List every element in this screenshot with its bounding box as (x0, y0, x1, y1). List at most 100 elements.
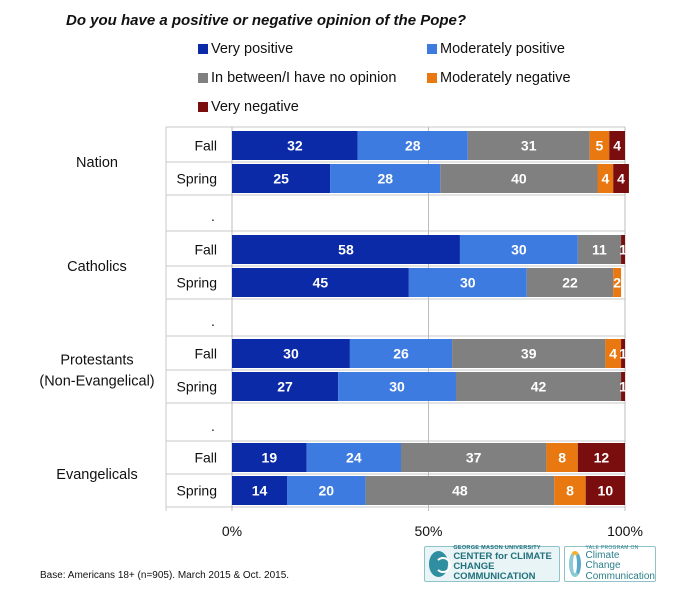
bar-value-label: 4 (617, 171, 625, 187)
group-label-line: Evangelicals (56, 467, 137, 483)
group-label-line: Protestants (60, 353, 133, 369)
group-label: Nation (76, 155, 118, 171)
bar-segment (597, 164, 614, 193)
group-label: Protestants (Non-Evangelical) (39, 353, 154, 390)
bar-segment (232, 443, 307, 472)
group-label: Evangelicals (56, 467, 137, 483)
bar-value-label: 4 (609, 346, 617, 362)
legend-label: Moderately positive (440, 41, 565, 57)
bar-value-label: 48 (452, 483, 468, 499)
bar-segment (232, 268, 409, 297)
x-tick-label: 0% (222, 523, 242, 539)
bar-segment (526, 268, 614, 297)
legend-label: Very positive (211, 41, 294, 57)
bar-segment (232, 164, 331, 193)
legend-item: Moderately positive (427, 41, 565, 57)
gmu-logo-line2: CENTER for CLIMATE CHANGE (453, 550, 552, 572)
bar-value-label: 4 (601, 171, 609, 187)
bar-segment (613, 268, 622, 297)
bar-segment (232, 339, 350, 368)
bar-segment (408, 268, 527, 297)
group-label: Catholics (67, 259, 127, 275)
gmu-logo-line1: GEORGE MASON UNIVERSITY (453, 545, 541, 552)
bar-segment (577, 235, 622, 264)
bar-value-label: 30 (511, 242, 527, 258)
bar-segment (232, 235, 460, 264)
bar-value-label: 20 (319, 483, 335, 499)
bar-value-label: 1 (619, 346, 627, 362)
yale-emblem-icon (569, 551, 581, 577)
bar-row-label: Spring (177, 379, 217, 395)
bar-value-label: 32 (287, 138, 303, 154)
bar-value-label: 2 (613, 275, 621, 291)
x-tick-label: 100% (607, 523, 643, 539)
bar-segment (621, 235, 625, 264)
bar-value-label: 8 (566, 483, 574, 499)
bar-value-label: 5 (596, 138, 604, 154)
legend-item: Very negative (198, 99, 299, 115)
bar-value-label: 1 (619, 379, 627, 395)
bar-segment (349, 339, 453, 368)
gmu-logo-line3: COMMUNICATION (453, 570, 536, 582)
separator-label: . (211, 418, 215, 434)
bar-value-label: 1 (619, 242, 627, 258)
legend-swatch (198, 102, 208, 112)
bar-value-label: 26 (393, 346, 409, 362)
yale-logo-line3: Communication (585, 570, 655, 582)
bar-value-label: 11 (592, 242, 607, 258)
bar-row-label: Spring (177, 483, 217, 499)
bar-segment (589, 131, 610, 160)
bar-row-label: Fall (194, 138, 217, 154)
yale-logo: YALE PROGRAM ON Climate Change Communica… (564, 544, 656, 582)
footnote: Base: Americans 18+ (n=905). March 2015 … (40, 570, 290, 581)
bar-value-label: 22 (562, 275, 578, 291)
legend-swatch (427, 73, 437, 83)
bar-value-label: 40 (511, 171, 527, 187)
bar-segment (585, 476, 625, 505)
bar-value-label: 10 (598, 483, 614, 499)
bar-segment (330, 164, 441, 193)
bar-segment (232, 131, 358, 160)
bar-value-label: 8 (558, 450, 566, 466)
legend-label: Very negative (211, 99, 299, 115)
bar-value-label: 30 (283, 346, 299, 362)
bar-value-label: 25 (273, 171, 289, 187)
bar-segment (467, 131, 590, 160)
bar-segment (365, 476, 555, 505)
bar-value-label: 58 (338, 242, 354, 258)
bar-value-label: 45 (313, 275, 329, 291)
bar-segment (609, 131, 625, 160)
group-label-line: Catholics (67, 259, 127, 275)
legend-swatch (198, 73, 208, 83)
bar-segment (306, 443, 401, 472)
bar-segment (357, 131, 468, 160)
bar-segment (554, 476, 586, 505)
gmu-logo: GEORGE MASON UNIVERSITY CENTER for CLIMA… (424, 545, 560, 582)
bar-value-label: 28 (377, 171, 393, 187)
yale-logo-line1: YALE PROGRAM ON (585, 544, 639, 551)
legend-swatch (198, 44, 208, 54)
bar-segment (621, 339, 625, 368)
bar-row-label: Spring (177, 275, 217, 291)
legend-item: Very positive (198, 41, 293, 57)
separator-label: . (211, 313, 215, 329)
bar-segment (613, 164, 629, 193)
bar-row-label: Fall (194, 242, 217, 258)
bar-segment (459, 235, 578, 264)
bar-row-label: Fall (194, 346, 217, 362)
bar-value-label: 14 (252, 483, 268, 499)
group-label-line: Nation (76, 155, 118, 171)
x-tick-label: 50% (414, 523, 442, 539)
bar-value-label: 24 (346, 450, 362, 466)
group-label-line: (Non-Evangelical) (39, 374, 154, 390)
bar-segment (232, 476, 288, 505)
legend-label: Moderately negative (440, 70, 571, 86)
separator-label: . (211, 208, 215, 224)
legend-item: Moderately negative (427, 70, 571, 86)
bar-value-label: 27 (277, 379, 293, 395)
bar-segment (605, 339, 622, 368)
bar-row-label: Spring (177, 171, 217, 187)
bar-value-label: 39 (521, 346, 537, 362)
bar-value-label: 19 (262, 450, 278, 466)
